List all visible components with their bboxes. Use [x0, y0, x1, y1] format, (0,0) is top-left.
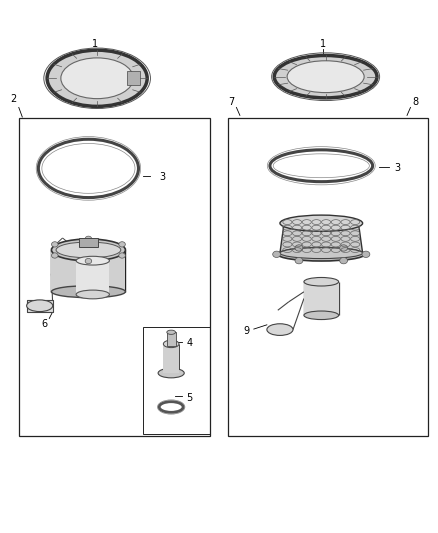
Text: 3: 3	[159, 172, 166, 182]
Text: 6: 6	[41, 319, 47, 329]
Ellipse shape	[304, 278, 339, 286]
Text: 9: 9	[243, 326, 249, 336]
Ellipse shape	[274, 55, 377, 98]
Text: 1: 1	[92, 39, 98, 49]
Ellipse shape	[163, 340, 179, 348]
Ellipse shape	[119, 253, 125, 258]
Ellipse shape	[51, 239, 125, 261]
Ellipse shape	[27, 300, 53, 312]
Bar	[19, 118, 210, 436]
Ellipse shape	[47, 50, 147, 107]
Bar	[167, 332, 176, 345]
Bar	[79, 238, 98, 247]
Ellipse shape	[295, 257, 303, 264]
Bar	[163, 344, 179, 373]
Ellipse shape	[295, 245, 303, 251]
Ellipse shape	[76, 256, 110, 265]
Text: 2: 2	[11, 94, 17, 104]
Ellipse shape	[287, 61, 364, 93]
Bar	[304, 282, 339, 316]
Ellipse shape	[167, 330, 176, 334]
Bar	[228, 118, 428, 436]
Ellipse shape	[119, 241, 125, 247]
Ellipse shape	[278, 248, 365, 261]
Ellipse shape	[51, 286, 125, 297]
Text: 4: 4	[186, 338, 192, 349]
Text: 1: 1	[320, 39, 326, 49]
Ellipse shape	[76, 290, 110, 299]
Bar	[143, 327, 210, 433]
Bar	[51, 250, 125, 292]
Ellipse shape	[273, 251, 281, 257]
Ellipse shape	[340, 245, 347, 251]
Ellipse shape	[362, 251, 370, 257]
Bar	[76, 261, 110, 294]
Ellipse shape	[52, 241, 58, 247]
Ellipse shape	[280, 248, 363, 259]
Bar	[27, 300, 53, 312]
Ellipse shape	[280, 215, 363, 231]
Ellipse shape	[158, 368, 184, 378]
Ellipse shape	[304, 311, 339, 320]
Polygon shape	[280, 223, 363, 253]
Bar	[127, 71, 140, 85]
Ellipse shape	[56, 242, 121, 258]
Ellipse shape	[52, 253, 58, 258]
Ellipse shape	[85, 259, 92, 264]
Ellipse shape	[85, 236, 92, 241]
Text: 7: 7	[228, 97, 234, 107]
Ellipse shape	[61, 58, 134, 99]
Ellipse shape	[267, 324, 293, 335]
Text: 5: 5	[186, 393, 193, 403]
Ellipse shape	[340, 257, 347, 264]
Text: 3: 3	[394, 164, 400, 173]
Text: 8: 8	[413, 97, 419, 107]
